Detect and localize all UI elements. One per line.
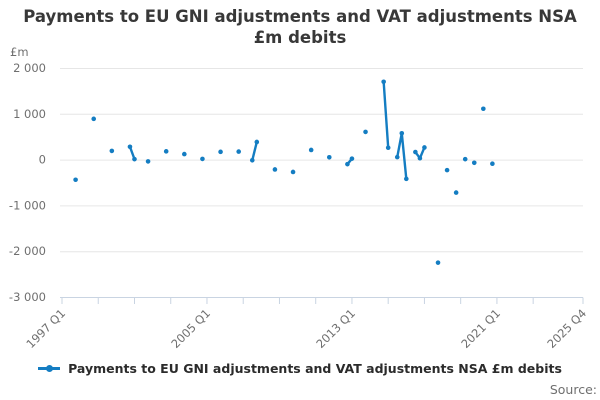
y-axis-labels: 2 000 1 000 0 -1 000 -2 000 -3 000 [9, 61, 46, 304]
svg-text:-2 000: -2 000 [9, 244, 46, 258]
data-point[interactable] [385, 145, 391, 150]
source-label: Source: [549, 382, 597, 397]
svg-text:2005 Q1: 2005 Q1 [168, 306, 213, 351]
data-point[interactable] [290, 169, 296, 175]
data-point[interactable] [308, 147, 314, 153]
legend-dot-icon [45, 365, 53, 372]
data-point[interactable] [349, 156, 355, 161]
legend-label: Payments to EU GNI adjustments and VAT a… [68, 361, 562, 376]
data-point[interactable] [200, 156, 205, 162]
data-point[interactable] [145, 159, 151, 164]
data-point[interactable] [422, 145, 427, 150]
data-point[interactable] [249, 157, 255, 163]
data-point[interactable] [345, 161, 350, 167]
data-point[interactable] [236, 149, 241, 154]
data-point[interactable] [109, 148, 115, 154]
data-point[interactable] [462, 156, 468, 162]
data-point[interactable] [413, 149, 418, 155]
data-point[interactable] [435, 260, 441, 265]
legend-line-marker-icon [38, 362, 61, 375]
data-point[interactable] [127, 144, 133, 150]
data-point[interactable] [218, 149, 223, 155]
gridlines [60, 68, 583, 253]
chart-title-line1: Payments to EU GNI adjustments and VAT a… [23, 7, 577, 26]
svg-text:2013 Q1: 2013 Q1 [313, 306, 358, 351]
svg-text:1 000: 1 000 [13, 107, 46, 121]
data-point[interactable] [254, 139, 260, 145]
x-axis-ticks [61, 297, 584, 304]
data-point[interactable] [444, 167, 450, 173]
data-point[interactable] [182, 151, 187, 157]
data-point[interactable] [91, 116, 97, 122]
chart-title: Payments to EU GNI adjustments and VAT a… [0, 6, 600, 48]
data-point[interactable] [453, 190, 459, 195]
data-point[interactable] [417, 155, 423, 161]
data-point[interactable] [394, 154, 400, 160]
svg-text:1997 Q1: 1997 Q1 [23, 306, 68, 351]
series-line [128, 80, 426, 181]
data-point[interactable] [481, 106, 486, 112]
data-point[interactable] [399, 130, 405, 136]
svg-text:-1 000: -1 000 [9, 198, 46, 212]
data-point[interactable] [326, 155, 332, 160]
data-point[interactable] [404, 176, 409, 182]
y-axis-unit-label: £m [10, 45, 29, 59]
svg-text:-3 000: -3 000 [9, 290, 46, 304]
svg-text:2025 Q4: 2025 Q4 [544, 306, 589, 351]
legend-item[interactable]: Payments to EU GNI adjustments and VAT a… [38, 361, 562, 376]
data-point[interactable] [73, 177, 78, 183]
svg-text:2021 Q1: 2021 Q1 [458, 306, 503, 351]
legend: Payments to EU GNI adjustments and VAT a… [0, 361, 600, 376]
data-point[interactable] [363, 129, 368, 135]
series-points [73, 79, 495, 265]
svg-text:2 000: 2 000 [13, 61, 46, 75]
data-point[interactable] [471, 160, 477, 166]
x-axis-labels: 1997 Q1 2005 Q1 2013 Q1 2021 Q1 2025 Q4 [23, 306, 589, 351]
data-point[interactable] [132, 156, 137, 162]
data-point[interactable] [272, 167, 278, 172]
data-point[interactable] [490, 161, 495, 167]
data-point[interactable] [163, 149, 169, 154]
chart-title-line2: £m debits [253, 28, 347, 47]
data-point[interactable] [381, 79, 386, 85]
svg-text:0: 0 [39, 153, 46, 167]
